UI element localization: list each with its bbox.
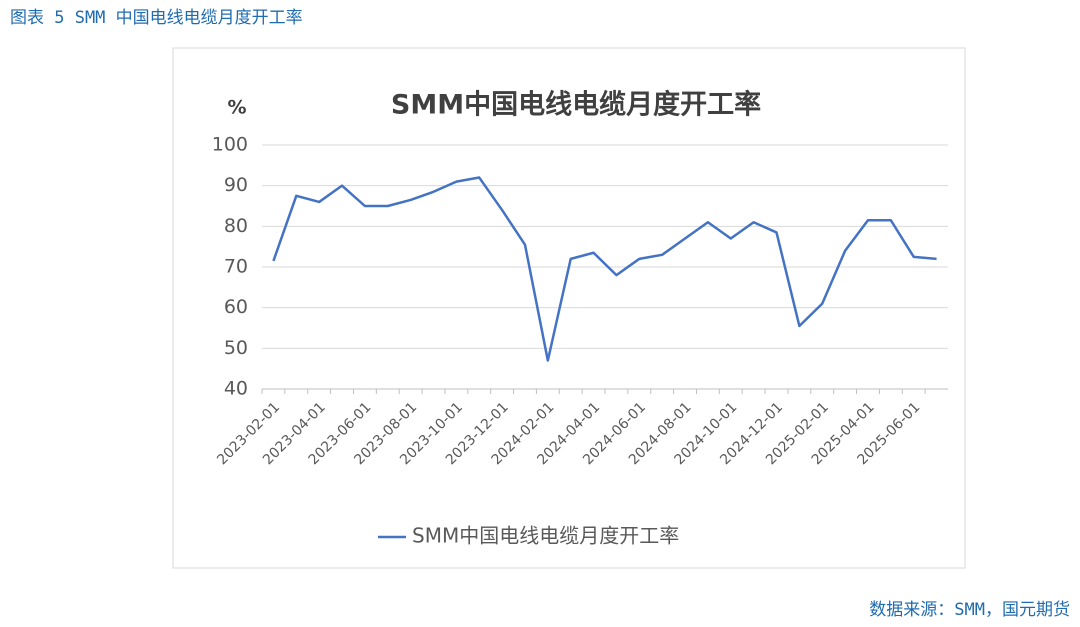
y-axis-label: %: [227, 97, 246, 119]
line-series: [272, 176, 937, 362]
legend-label: SMM中国电线电缆月度开工率: [412, 524, 679, 548]
y-tick-label: 40: [224, 378, 248, 400]
y-tick-label: 50: [224, 337, 248, 359]
y-tick-label: 90: [224, 174, 248, 196]
y-tick-label: 100: [212, 134, 248, 156]
chart-title: SMM中国电线电缆月度开工率: [391, 89, 761, 121]
y-tick-label: 80: [224, 215, 248, 237]
page-title: 图表 5 SMM 中国电线电缆月度开工率: [10, 8, 303, 28]
y-tick-label: 70: [224, 256, 248, 278]
source: 数据来源：SMM，国元期货: [869, 600, 1070, 620]
y-tick-label: 60: [224, 296, 248, 318]
